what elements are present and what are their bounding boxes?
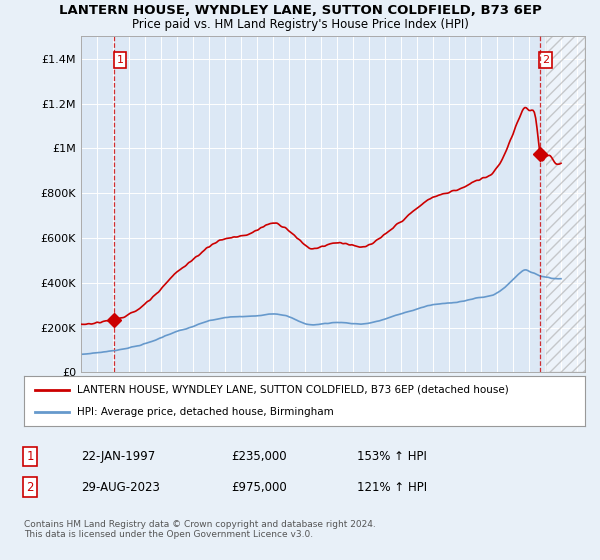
Text: Price paid vs. HM Land Registry's House Price Index (HPI): Price paid vs. HM Land Registry's House … xyxy=(131,18,469,31)
Text: 22-JAN-1997: 22-JAN-1997 xyxy=(81,450,155,463)
Text: £235,000: £235,000 xyxy=(231,450,287,463)
Text: 1: 1 xyxy=(116,55,124,65)
Text: £975,000: £975,000 xyxy=(231,480,287,494)
Text: Contains HM Land Registry data © Crown copyright and database right 2024.
This d: Contains HM Land Registry data © Crown c… xyxy=(24,520,376,539)
Text: LANTERN HOUSE, WYNDLEY LANE, SUTTON COLDFIELD, B73 6EP (detached house): LANTERN HOUSE, WYNDLEY LANE, SUTTON COLD… xyxy=(77,385,509,395)
Text: 29-AUG-2023: 29-AUG-2023 xyxy=(81,480,160,494)
Text: HPI: Average price, detached house, Birmingham: HPI: Average price, detached house, Birm… xyxy=(77,407,334,417)
Text: 153% ↑ HPI: 153% ↑ HPI xyxy=(357,450,427,463)
Text: 2: 2 xyxy=(26,480,34,494)
Text: 2: 2 xyxy=(542,55,549,65)
Text: 1: 1 xyxy=(26,450,34,463)
Text: 121% ↑ HPI: 121% ↑ HPI xyxy=(357,480,427,494)
Text: LANTERN HOUSE, WYNDLEY LANE, SUTTON COLDFIELD, B73 6EP: LANTERN HOUSE, WYNDLEY LANE, SUTTON COLD… xyxy=(59,4,541,17)
